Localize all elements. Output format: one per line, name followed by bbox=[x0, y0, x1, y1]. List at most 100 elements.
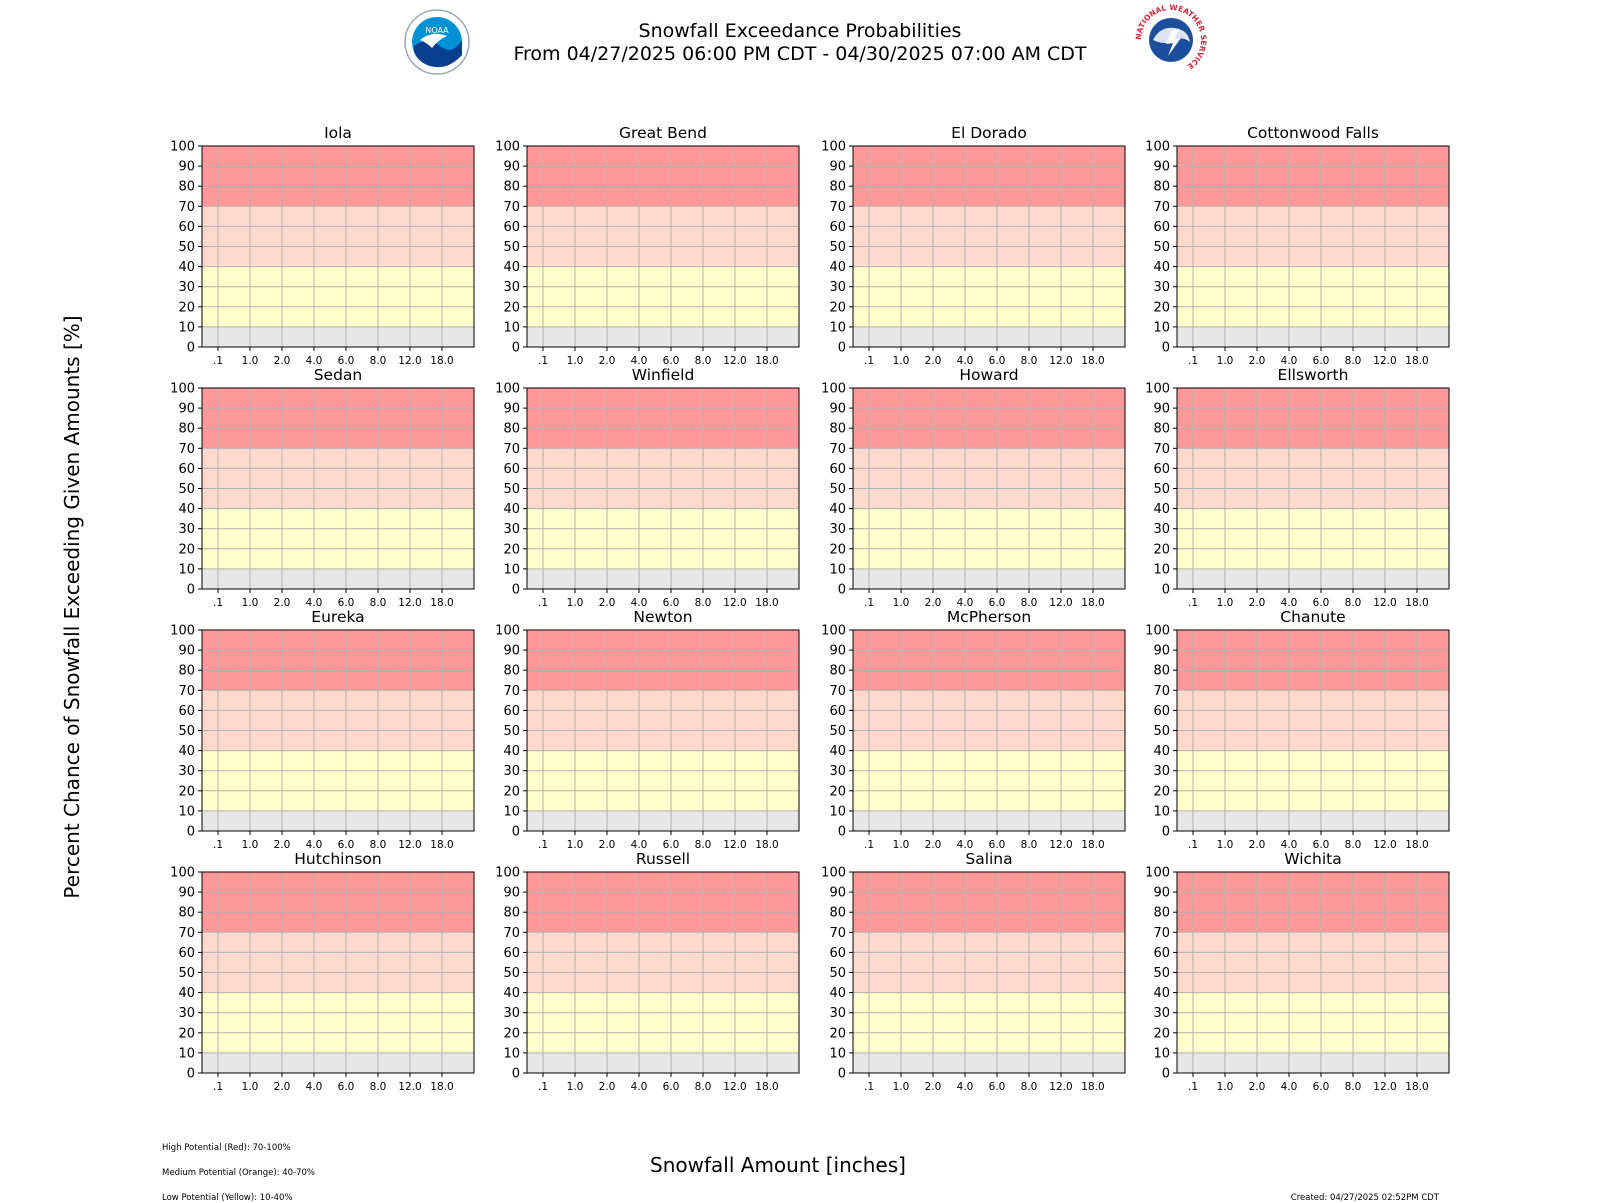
y-tick-label: 60 bbox=[178, 462, 195, 477]
y-tick-label: 30 bbox=[829, 522, 846, 537]
x-tick-label: 12.0 bbox=[723, 597, 746, 609]
y-tick-label: 40 bbox=[1153, 744, 1170, 759]
y-tick-label: 10 bbox=[1153, 320, 1170, 335]
panel: 0 10 20 30 40 50 60 70 80 90 100 .1 1.0 2.0 4.0 6.0 8.0 1… bbox=[170, 608, 475, 851]
y-tick-label: 10 bbox=[829, 804, 846, 819]
y-tick-label: 70 bbox=[829, 926, 846, 941]
panel: 0 10 20 30 40 50 60 70 80 90 100 .1 1.0 2.0 4.0 6.0 8.0 1… bbox=[170, 366, 475, 609]
panel: 0 10 20 30 40 50 60 70 80 90 100 .1 1.0 2.0 4.0 6.0 8.0 1… bbox=[821, 608, 1126, 851]
y-tick-label: 80 bbox=[829, 180, 846, 195]
y-tick-label: 50 bbox=[503, 240, 520, 255]
panel-title: Howard bbox=[959, 366, 1018, 384]
y-tick-label: 0 bbox=[1162, 583, 1170, 598]
band-minimal bbox=[853, 1052, 1125, 1073]
panel-frame bbox=[526, 387, 800, 590]
y-tick-label: 100 bbox=[495, 866, 520, 881]
x-tick-label: .1 bbox=[538, 597, 548, 609]
x-tick-label: .1 bbox=[538, 1081, 548, 1093]
panel-title: Hutchinson bbox=[294, 850, 381, 868]
y-tick-label: 20 bbox=[178, 784, 195, 799]
y-tick-label: 40 bbox=[829, 260, 846, 275]
x-tick-label: 6.0 bbox=[338, 355, 355, 367]
legend-medium: Medium Potential (Orange): 40-70% bbox=[162, 1168, 316, 1178]
y-tick-label: 30 bbox=[178, 522, 195, 537]
x-tick-label: 12.0 bbox=[1049, 839, 1072, 851]
x-tick-label: 4.0 bbox=[631, 1081, 648, 1093]
y-tick-label: 20 bbox=[503, 542, 520, 557]
y-tick-label: 50 bbox=[178, 966, 195, 981]
panel-title: Chanute bbox=[1280, 608, 1345, 626]
y-tick-label: 60 bbox=[829, 946, 846, 961]
x-tick-label: 2.0 bbox=[599, 1081, 616, 1093]
panel: 0 10 20 30 40 50 60 70 80 90 100 .1 1.0 2.0 4.0 6.0 8.0 1… bbox=[495, 366, 800, 609]
band-high bbox=[1177, 146, 1449, 207]
x-tick-label: 12.0 bbox=[398, 355, 421, 367]
x-tick-label: 18.0 bbox=[755, 355, 778, 367]
band-medium bbox=[1177, 690, 1449, 751]
y-tick-label: 60 bbox=[829, 462, 846, 477]
x-tick-label: 8.0 bbox=[695, 1081, 712, 1093]
y-tick-label: 60 bbox=[1153, 220, 1170, 235]
y-tick-label: 30 bbox=[829, 1006, 846, 1021]
x-tick-label: 6.0 bbox=[663, 1081, 680, 1093]
y-tick-label: 80 bbox=[829, 422, 846, 437]
x-tick-label: 4.0 bbox=[957, 597, 974, 609]
y-tick-label: 30 bbox=[1153, 280, 1170, 295]
band-high bbox=[1177, 872, 1449, 933]
x-tick-label: 8.0 bbox=[1021, 597, 1038, 609]
x-tick-label: .1 bbox=[213, 1081, 223, 1093]
band-medium bbox=[853, 932, 1125, 993]
x-tick-label: 4.0 bbox=[306, 1081, 323, 1093]
y-tick-label: 100 bbox=[170, 140, 195, 155]
x-tick-label: 1.0 bbox=[1217, 1081, 1234, 1093]
x-tick-label: 6.0 bbox=[338, 597, 355, 609]
y-tick-label: 20 bbox=[178, 300, 195, 315]
panel-frame bbox=[1176, 629, 1450, 832]
x-tick-label: 6.0 bbox=[1313, 597, 1330, 609]
y-tick-label: 50 bbox=[178, 724, 195, 739]
y-tick-label: 70 bbox=[503, 200, 520, 215]
x-tick-label: 4.0 bbox=[957, 355, 974, 367]
y-tick-label: 90 bbox=[503, 886, 520, 901]
band-high bbox=[527, 630, 799, 691]
band-medium bbox=[527, 932, 799, 993]
band-minimal bbox=[527, 568, 799, 589]
x-tick-label: 18.0 bbox=[1081, 355, 1104, 367]
band-medium bbox=[1177, 932, 1449, 993]
y-tick-label: 0 bbox=[512, 583, 520, 598]
x-tick-label: 6.0 bbox=[1313, 839, 1330, 851]
x-tick-label: .1 bbox=[1188, 355, 1198, 367]
band-high bbox=[202, 630, 474, 691]
x-tick-label: 12.0 bbox=[1373, 597, 1396, 609]
y-tick-label: 20 bbox=[1153, 542, 1170, 557]
band-high bbox=[527, 872, 799, 933]
y-tick-label: 40 bbox=[178, 502, 195, 517]
panel-frame bbox=[526, 871, 800, 1074]
band-high bbox=[1177, 388, 1449, 449]
x-tick-label: 4.0 bbox=[306, 597, 323, 609]
panel: 0 10 20 30 40 50 60 70 80 90 100 .1 1.0 2.0 4.0 6.0 8.0 1… bbox=[1145, 366, 1450, 609]
panel-frame bbox=[1176, 387, 1450, 590]
y-tick-label: 80 bbox=[503, 664, 520, 679]
x-tick-label: 18.0 bbox=[1405, 597, 1428, 609]
x-tick-label: 6.0 bbox=[1313, 355, 1330, 367]
y-tick-label: 90 bbox=[1153, 160, 1170, 175]
y-tick-label: 70 bbox=[178, 200, 195, 215]
x-tick-label: 2.0 bbox=[599, 597, 616, 609]
y-tick-label: 70 bbox=[503, 442, 520, 457]
band-high bbox=[853, 146, 1125, 207]
y-tick-label: 100 bbox=[821, 140, 846, 155]
y-tick-label: 0 bbox=[1162, 825, 1170, 840]
panel: 0 10 20 30 40 50 60 70 80 90 100 .1 1.0 2.0 4.0 6.0 8.0 1… bbox=[821, 366, 1126, 609]
x-tick-label: 1.0 bbox=[567, 355, 584, 367]
y-tick-label: 80 bbox=[503, 422, 520, 437]
band-minimal bbox=[527, 1052, 799, 1073]
y-tick-label: 90 bbox=[829, 886, 846, 901]
x-tick-label: 2.0 bbox=[274, 839, 291, 851]
panel-frame bbox=[852, 871, 1126, 1074]
x-tick-label: 8.0 bbox=[1021, 839, 1038, 851]
y-tick-label: 50 bbox=[1153, 240, 1170, 255]
y-tick-label: 70 bbox=[829, 200, 846, 215]
x-tick-label: 4.0 bbox=[1281, 355, 1298, 367]
x-tick-label: 12.0 bbox=[398, 1081, 421, 1093]
